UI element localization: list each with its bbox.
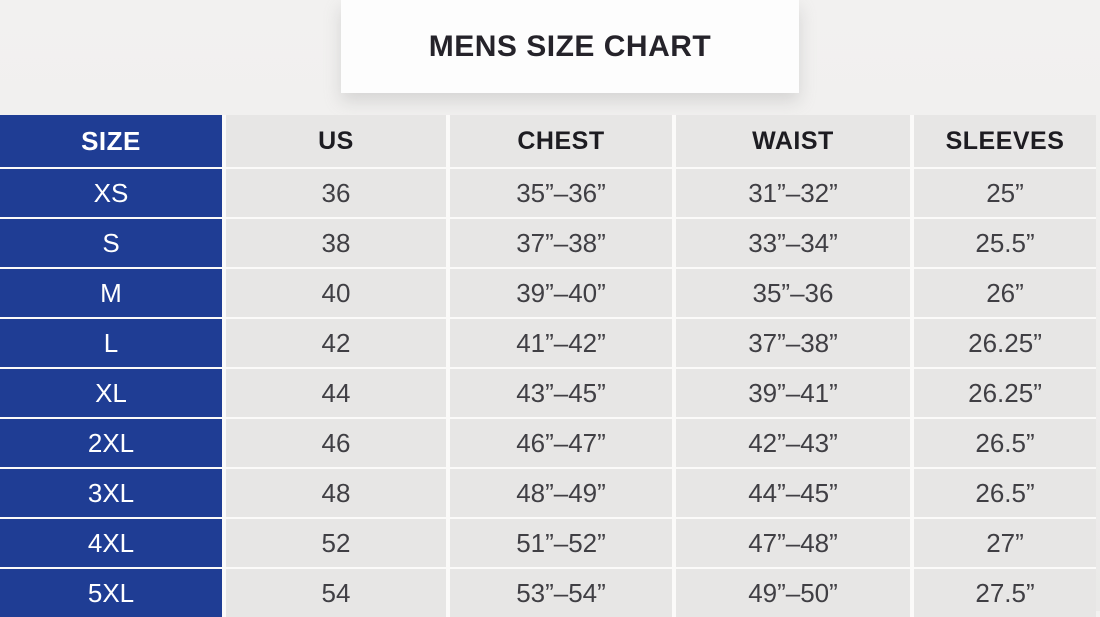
row-label-cell: 2XL	[0, 419, 222, 467]
data-cell: 44”–45”	[676, 469, 910, 517]
data-cell: 48”–49”	[450, 469, 672, 517]
data-cell: 33”–34”	[676, 219, 910, 267]
data-cell: 46	[226, 419, 446, 467]
data-cell: 39”–40”	[450, 269, 672, 317]
page-title: MENS SIZE CHART	[428, 29, 712, 63]
data-cell: 40	[226, 269, 446, 317]
data-cell: 54	[226, 569, 446, 617]
data-cell: 26.5”	[914, 419, 1096, 467]
column-header-size: SIZE	[0, 115, 222, 167]
data-cell: 26.25”	[914, 369, 1096, 417]
data-cell: 49”–50”	[676, 569, 910, 617]
data-cell: 26.5”	[914, 469, 1096, 517]
data-cell: 46”–47”	[450, 419, 672, 467]
data-cell: 25.5”	[914, 219, 1096, 267]
data-cell: 31”–32”	[676, 169, 910, 217]
data-cell: 42”–43”	[676, 419, 910, 467]
title-card: MENS SIZE CHART	[341, 0, 799, 93]
data-cell: 38	[226, 219, 446, 267]
data-cell: 26”	[914, 269, 1096, 317]
data-cell: 26.25”	[914, 319, 1096, 367]
data-cell: 47”–48”	[676, 519, 910, 567]
data-cell: 27.5”	[914, 569, 1096, 617]
row-label-cell: 3XL	[0, 469, 222, 517]
data-cell: 27”	[914, 519, 1096, 567]
data-cell: 35”–36”	[450, 169, 672, 217]
data-cell: 37”–38”	[676, 319, 910, 367]
size-chart-table: SIZE US CHEST WAIST SLEEVES XS 36 35”–36” 31”–32…	[0, 115, 1096, 617]
row-label-cell: XS	[0, 169, 222, 217]
data-cell: 41”–42”	[450, 319, 672, 367]
data-cell: 48	[226, 469, 446, 517]
row-label-cell: M	[0, 269, 222, 317]
data-cell: 36	[226, 169, 446, 217]
data-cell: 35”–36	[676, 269, 910, 317]
data-cell: 43”–45”	[450, 369, 672, 417]
data-cell: 42	[226, 319, 446, 367]
data-cell: 39”–41”	[676, 369, 910, 417]
column-header-chest: CHEST	[450, 115, 672, 167]
column-header-waist: WAIST	[676, 115, 910, 167]
row-label-cell: XL	[0, 369, 222, 417]
column-header-us: US	[226, 115, 446, 167]
column-header-sleeves: SLEEVES	[914, 115, 1096, 167]
row-label-cell: 4XL	[0, 519, 222, 567]
data-cell: 44	[226, 369, 446, 417]
row-label-cell: 5XL	[0, 569, 222, 617]
data-cell: 53”–54”	[450, 569, 672, 617]
row-label-cell: S	[0, 219, 222, 267]
row-label-cell: L	[0, 319, 222, 367]
data-cell: 51”–52”	[450, 519, 672, 567]
data-cell: 25”	[914, 169, 1096, 217]
data-cell: 52	[226, 519, 446, 567]
data-cell: 37”–38”	[450, 219, 672, 267]
